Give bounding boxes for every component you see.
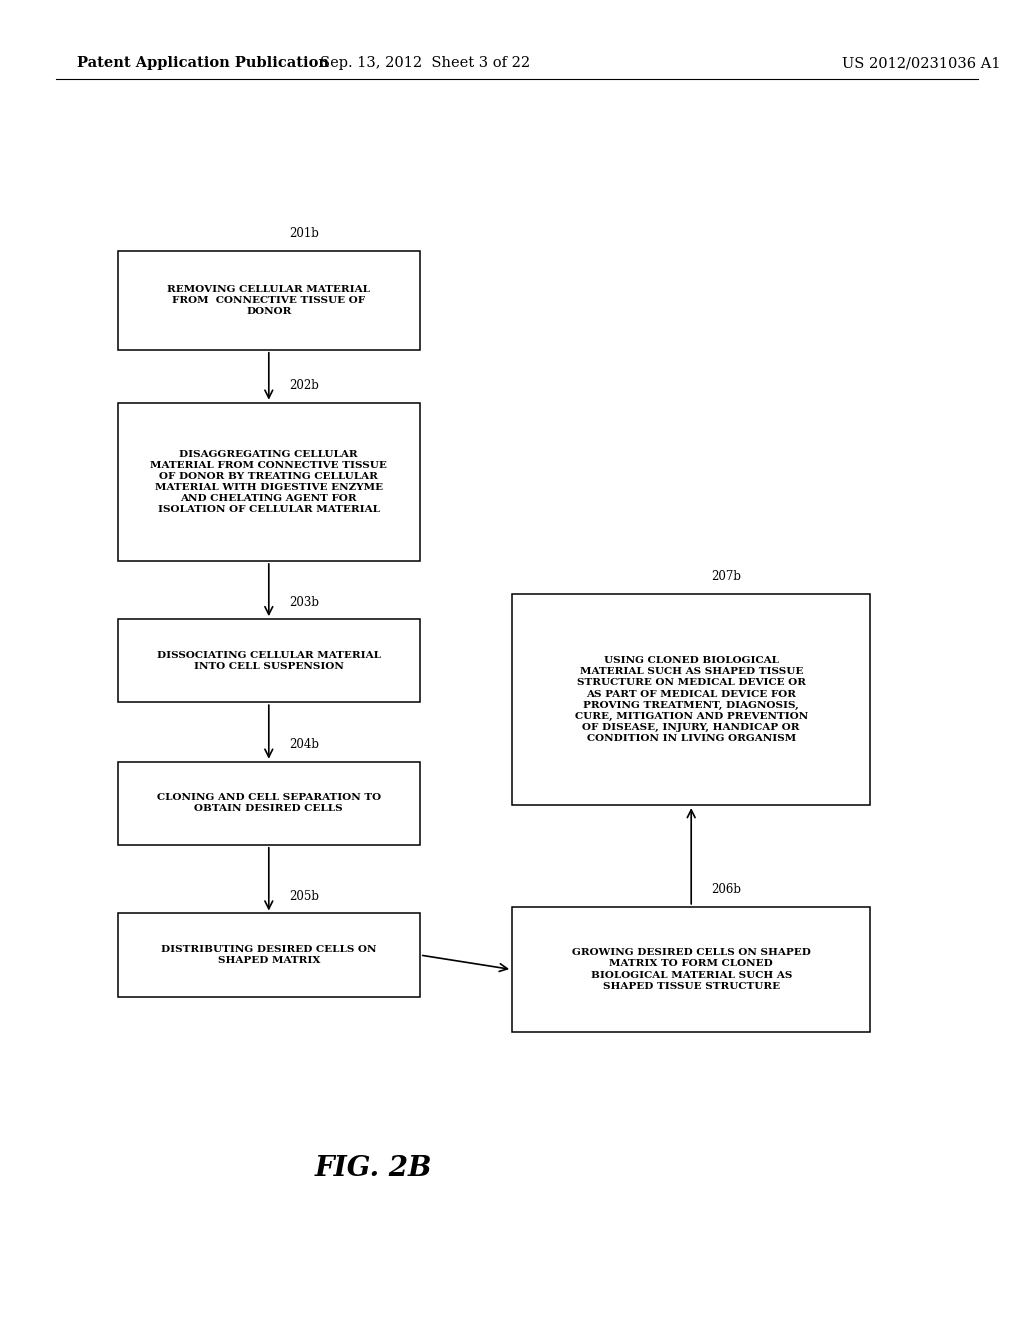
Bar xyxy=(118,251,420,350)
Text: DISAGGREGATING CELLULAR
MATERIAL FROM CONNECTIVE TISSUE
OF DONOR BY TREATING CEL: DISAGGREGATING CELLULAR MATERIAL FROM CO… xyxy=(151,450,387,513)
Text: REMOVING CELLULAR MATERIAL
FROM  CONNECTIVE TISSUE OF
DONOR: REMOVING CELLULAR MATERIAL FROM CONNECTI… xyxy=(167,285,371,315)
Text: USING CLONED BIOLOGICAL
MATERIAL SUCH AS SHAPED TISSUE
STRUCTURE ON MEDICAL DEVI: USING CLONED BIOLOGICAL MATERIAL SUCH AS… xyxy=(574,656,808,743)
Bar xyxy=(118,913,420,997)
Text: GROWING DESIRED CELLS ON SHAPED
MATRIX TO FORM CLONED
BIOLOGICAL MATERIAL SUCH A: GROWING DESIRED CELLS ON SHAPED MATRIX T… xyxy=(571,948,811,991)
Text: 204b: 204b xyxy=(290,738,319,751)
Bar xyxy=(118,619,420,702)
Text: CLONING AND CELL SEPARATION TO
OBTAIN DESIRED CELLS: CLONING AND CELL SEPARATION TO OBTAIN DE… xyxy=(157,793,381,813)
Text: 207b: 207b xyxy=(712,570,741,583)
Bar xyxy=(118,762,420,845)
Bar xyxy=(512,594,870,805)
Text: DISSOCIATING CELLULAR MATERIAL
INTO CELL SUSPENSION: DISSOCIATING CELLULAR MATERIAL INTO CELL… xyxy=(157,651,381,671)
Text: Patent Application Publication: Patent Application Publication xyxy=(77,57,329,70)
Text: 205b: 205b xyxy=(290,890,319,903)
Text: 206b: 206b xyxy=(712,883,741,896)
Text: US 2012/0231036 A1: US 2012/0231036 A1 xyxy=(843,57,1000,70)
Text: 203b: 203b xyxy=(290,595,319,609)
Text: Sep. 13, 2012  Sheet 3 of 22: Sep. 13, 2012 Sheet 3 of 22 xyxy=(319,57,530,70)
Bar xyxy=(512,907,870,1032)
Text: 202b: 202b xyxy=(290,379,319,392)
Text: DISTRIBUTING DESIRED CELLS ON
SHAPED MATRIX: DISTRIBUTING DESIRED CELLS ON SHAPED MAT… xyxy=(161,945,377,965)
Text: FIG. 2B: FIG. 2B xyxy=(315,1155,432,1181)
Bar xyxy=(118,403,420,561)
Text: 201b: 201b xyxy=(290,227,319,240)
